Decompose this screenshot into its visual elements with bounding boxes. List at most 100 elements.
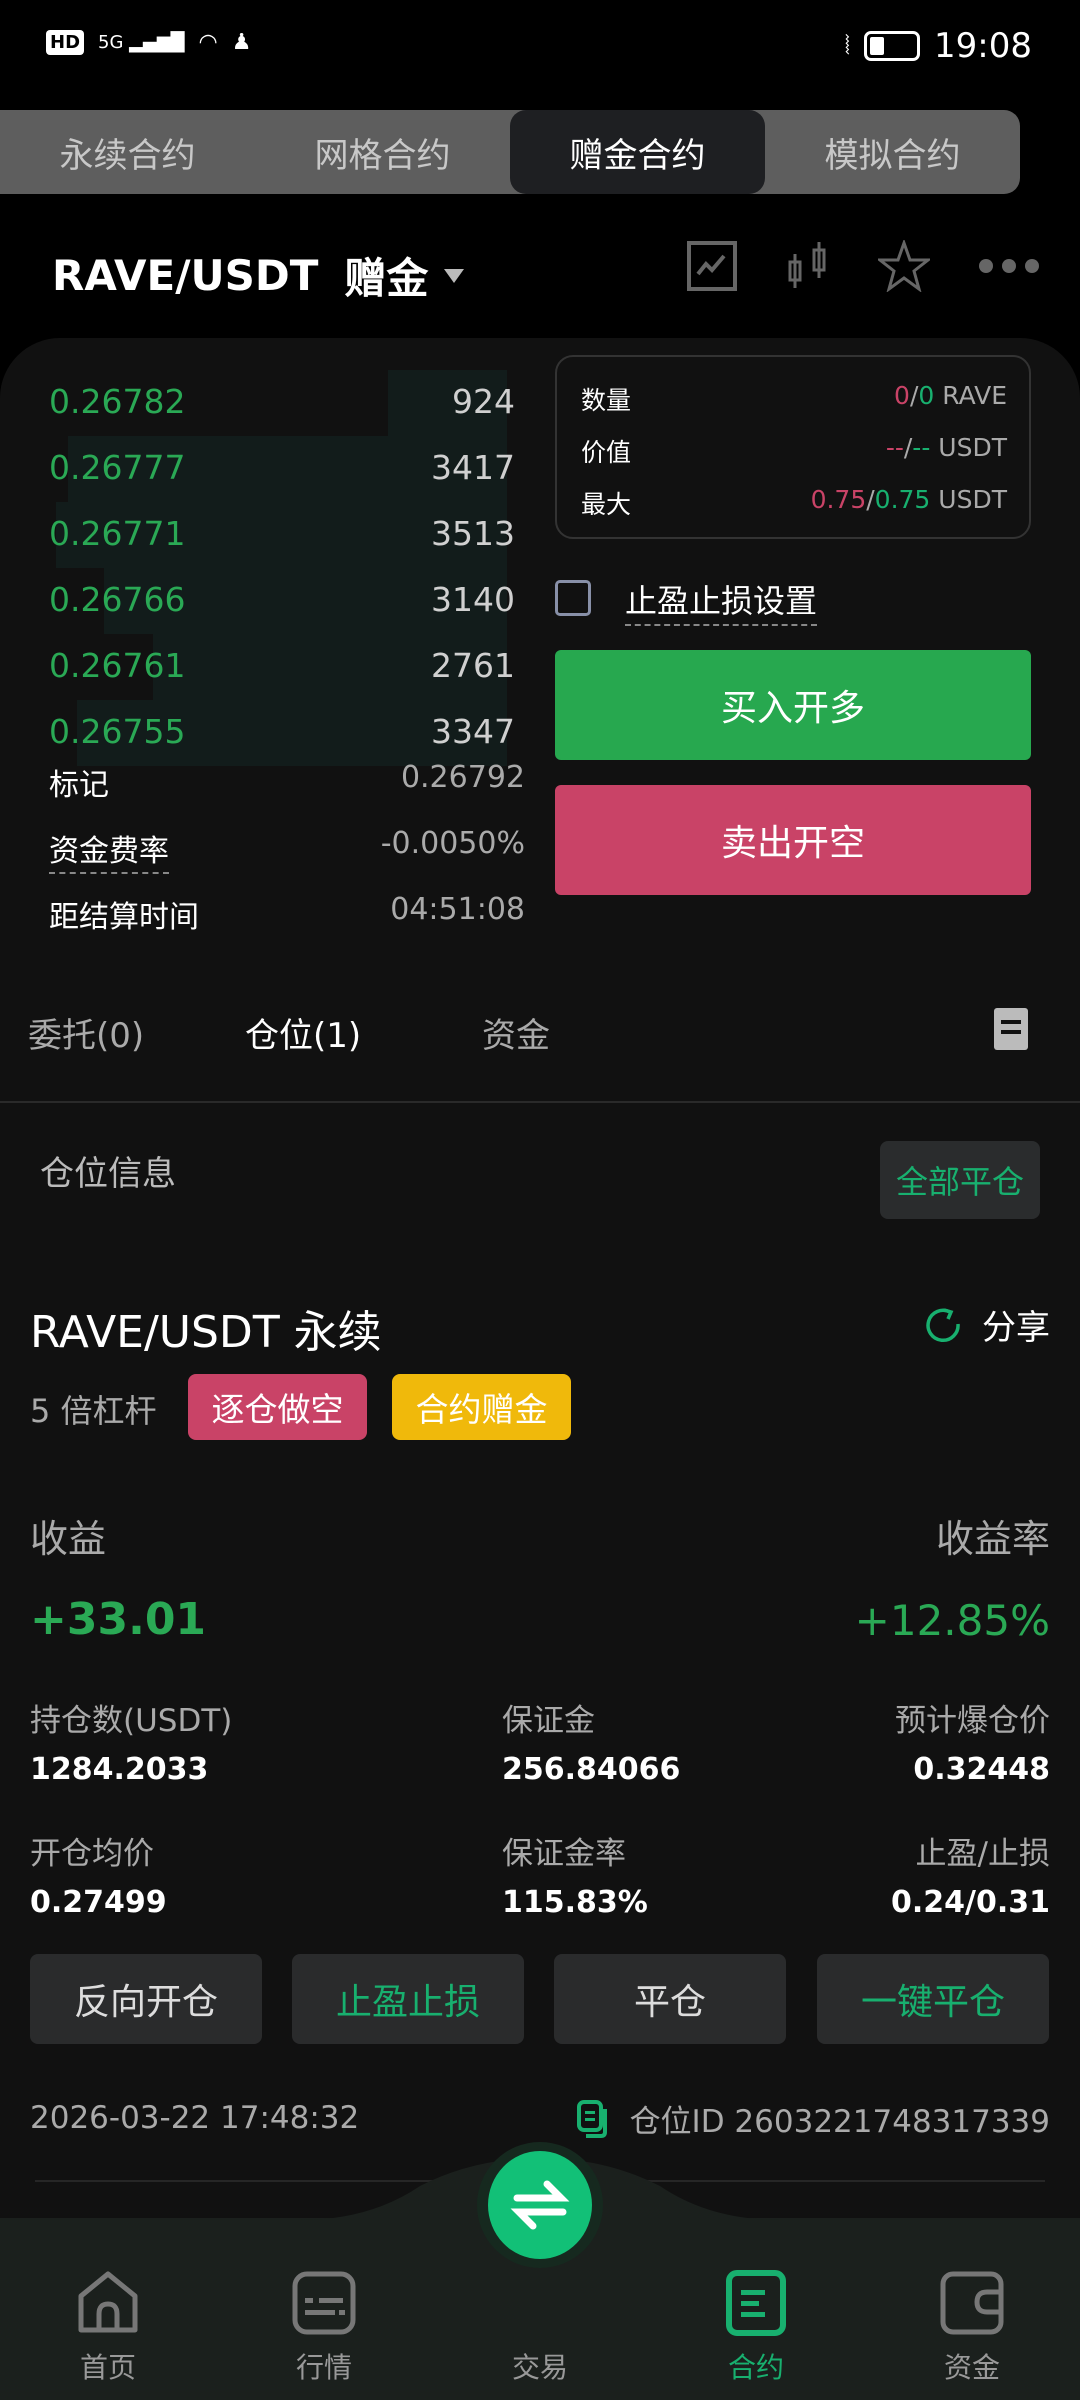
mode-tabs: 永续合约 网格合约 赠金合约 模拟合约 [0, 110, 1020, 194]
margin-ratio-value: 115.83% [502, 1885, 648, 1920]
tab-demo[interactable]: 模拟合约 [824, 135, 961, 176]
entry-price-value: 0.27499 [30, 1885, 167, 1920]
tab-perpetual[interactable]: 永续合约 [59, 135, 196, 176]
pair-name: RAVE/USDT [52, 251, 319, 300]
mark-price-row: 标记 0.26792 [49, 760, 525, 803]
close-position-button[interactable]: 平仓 [554, 1954, 786, 2044]
line-chart-icon[interactable] [686, 240, 738, 292]
share-button[interactable]: 分享 [926, 1300, 1050, 1349]
share-icon [926, 1307, 960, 1342]
nav-home[interactable]: 首页 [43, 2270, 173, 2386]
position-time: 2026-03-22 17:48:32 [30, 2100, 360, 2136]
tab-grid[interactable]: 网格合约 [314, 135, 451, 176]
bid-qty: 3417 [431, 448, 515, 487]
leverage-label: 5 倍杠杆 [30, 1392, 157, 1430]
depth-bar [103, 568, 507, 634]
nav-assets[interactable]: 资金 [907, 2270, 1037, 2386]
bid-qty: 3140 [431, 580, 515, 619]
liq-price-label: 预计爆仓价 [895, 1703, 1050, 1739]
wifi-icon: ◠ [198, 30, 218, 55]
tab-orders[interactable]: 委托(0) [28, 1016, 145, 1056]
hd-icon: HD [46, 30, 85, 55]
bid-qty: 3513 [431, 514, 515, 553]
max-row: 最大 0.75/0.75 USDT [581, 485, 1007, 519]
tpsl-value: 0.24/0.31 [891, 1885, 1050, 1920]
position-size-label: 持仓数(USDT) [30, 1703, 233, 1739]
depth-bar [152, 634, 507, 700]
wallet-icon [940, 2271, 1004, 2335]
position-id[interactable]: 仓位ID 2603221748317339 [576, 2096, 1050, 2141]
margin-label: 保证金 [502, 1703, 595, 1739]
bid-price: 0.26782 [49, 382, 186, 421]
tpsl-label[interactable]: 止盈止损设置 [625, 576, 818, 626]
tpsl-button[interactable]: 止盈止损 [292, 1954, 524, 2044]
funding-rate-row[interactable]: 资金费率 -0.0050% [49, 826, 525, 874]
swap-icon [477, 2142, 603, 2268]
position-symbol: RAVE/USDT 永续 [30, 1307, 382, 1358]
tab-bonus[interactable]: 赠金合约 [510, 110, 765, 194]
isolated-short-tag: 逐仓做空 [188, 1374, 367, 1440]
star-icon[interactable] [878, 240, 930, 292]
depth-bar [388, 370, 507, 436]
order-book-row[interactable]: 0.26755 3347 [0, 700, 525, 766]
copy-icon [576, 2099, 607, 2138]
home-icon [78, 2271, 138, 2333]
position-size-value: 1284.2033 [30, 1752, 209, 1787]
tab-assets[interactable]: 资金 [482, 1016, 550, 1056]
margin-value: 256.84066 [502, 1752, 681, 1787]
signal-icon: 5G ▂▄▆█ [98, 32, 185, 53]
status-bar: HD 5G ▂▄▆█ ◠ ♟ ⦚ 19:08 [0, 22, 1080, 78]
qty-row: 数量 0/0 RAVE [581, 381, 1007, 415]
pair-mode: 赠金 [344, 254, 429, 303]
one-click-close-button[interactable]: 一键平仓 [817, 1954, 1049, 2044]
settlement-time-row: 距结算时间 04:51:08 [49, 892, 525, 935]
sell-short-button[interactable]: 卖出开空 [555, 785, 1031, 895]
value-row: 价值 --/-- USDT [581, 433, 1007, 467]
header-actions [686, 240, 1040, 292]
tpsl-label-stat: 止盈/止损 [915, 1836, 1050, 1872]
liq-price-value: 0.32448 [913, 1752, 1050, 1787]
nav-markets[interactable]: 行情 [259, 2270, 389, 2386]
order-book-row[interactable]: 0.26777 3417 [0, 436, 525, 502]
pair-selector[interactable]: RAVE/USDT 赠金 [52, 245, 465, 306]
nav-futures[interactable]: 合约 [691, 2270, 821, 2386]
order-summary-box: 数量 0/0 RAVE 价值 --/-- USDT 最大 0.75/0.75 USDT [555, 355, 1031, 539]
roe-label: 收益率 [935, 1517, 1050, 1561]
pnl-value: +33.01 [30, 1594, 207, 1645]
bid-price: 0.26771 [49, 514, 186, 553]
bid-qty: 3347 [431, 712, 515, 751]
order-book-row[interactable]: 0.26766 3140 [0, 568, 525, 634]
battery-icon [864, 31, 921, 61]
depth-bar [68, 436, 507, 502]
document-icon[interactable] [994, 1008, 1028, 1050]
divider [0, 1101, 1080, 1103]
position-info-title: 仓位信息 [40, 1154, 176, 1194]
bottom-nav: 首页 行情 交易 合约 资金 [0, 2142, 1080, 2400]
tpsl-checkbox[interactable] [555, 580, 591, 616]
entry-price-label: 开仓均价 [30, 1836, 154, 1872]
bid-price: 0.26761 [49, 646, 186, 685]
tab-positions[interactable]: 仓位(1) [245, 1016, 362, 1056]
bid-price: 0.26777 [49, 448, 186, 487]
depth-bar [77, 700, 507, 766]
nav-trade[interactable]: 交易 [475, 2142, 605, 2386]
order-book-row[interactable]: 0.26771 3513 [0, 502, 525, 568]
roe-value: +12.85% [854, 1596, 1050, 1645]
close-all-button[interactable]: 全部平仓 [880, 1141, 1040, 1219]
clock: 19:08 [934, 26, 1032, 66]
margin-ratio-label: 保证金率 [502, 1836, 626, 1872]
candlestick-icon[interactable] [786, 240, 830, 292]
reverse-open-button[interactable]: 反向开仓 [30, 1954, 262, 2044]
order-book-row[interactable]: 0.26761 2761 [0, 634, 525, 700]
bid-qty: 924 [452, 382, 515, 421]
depth-bar [56, 502, 507, 568]
qq-icon: ♟ [231, 30, 252, 55]
pnl-label: 收益 [30, 1517, 107, 1561]
order-book-row[interactable]: 0.26782 924 [0, 370, 525, 436]
more-icon[interactable] [978, 256, 1040, 276]
buy-long-button[interactable]: 买入开多 [555, 650, 1031, 760]
caret-down-icon [444, 268, 465, 283]
bid-qty: 2761 [431, 646, 515, 685]
bid-price: 0.26766 [49, 580, 186, 619]
markets-icon [292, 2271, 356, 2335]
